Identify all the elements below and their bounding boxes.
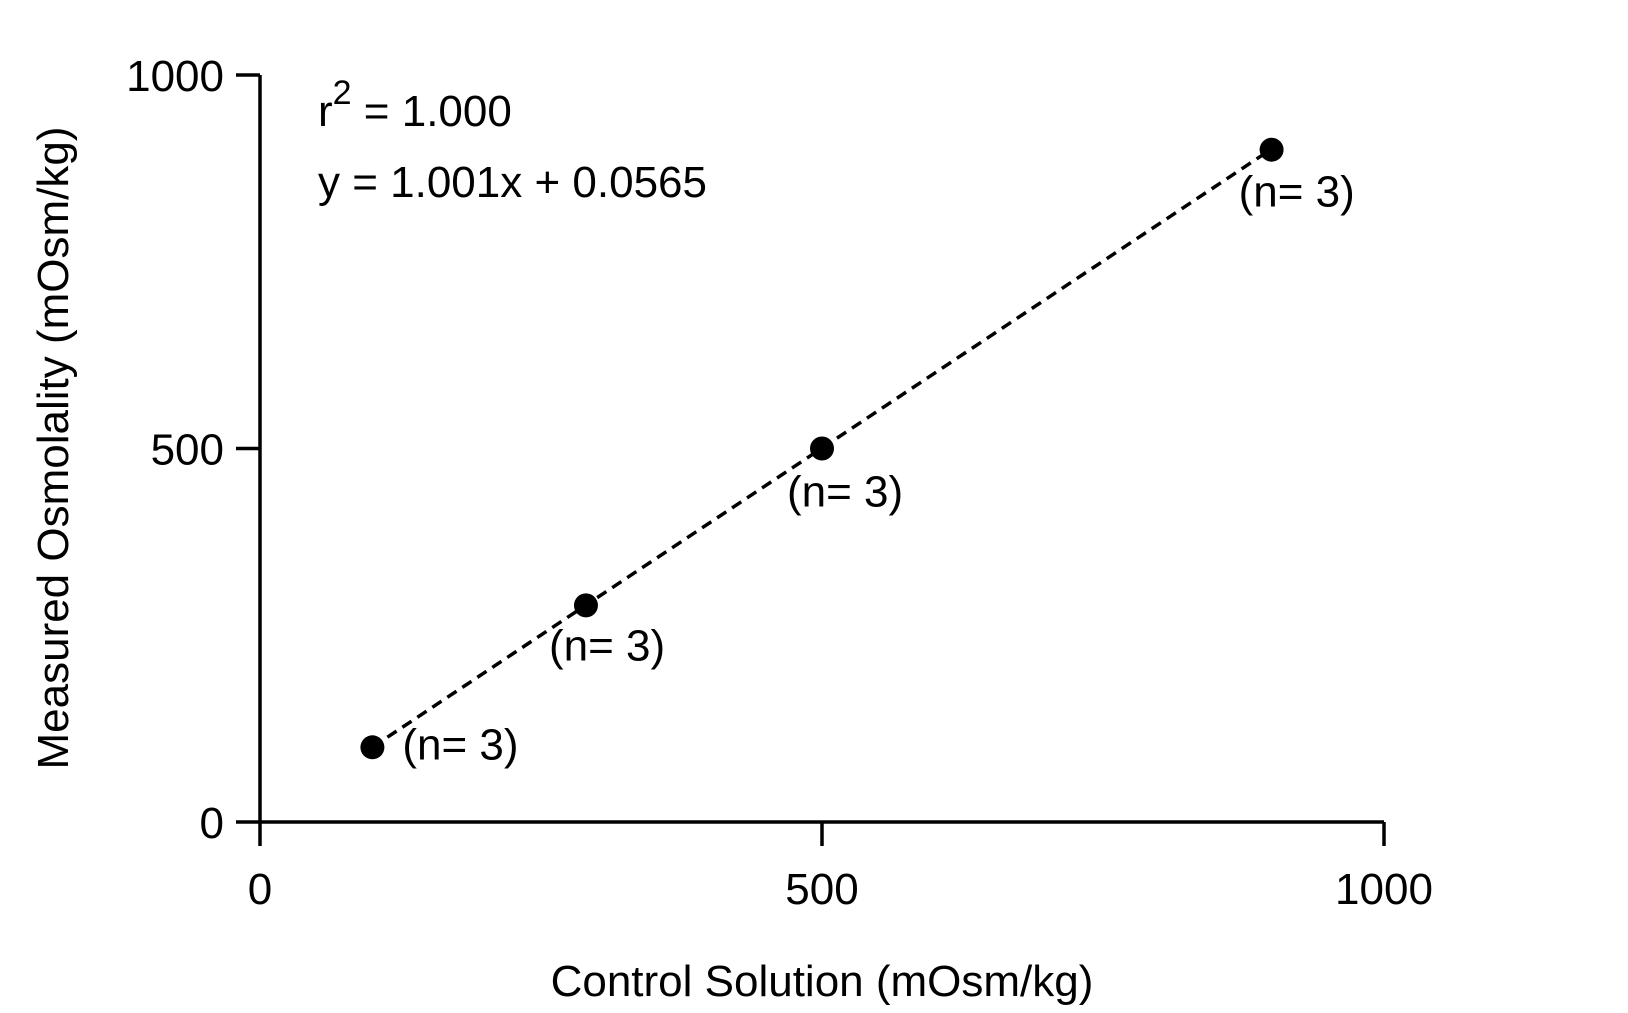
data-point: [573, 593, 598, 618]
r-squared-annotation: r2 = 1.000: [318, 74, 512, 136]
y-tick-label: 0: [200, 799, 224, 848]
points-layer: (n= 3) (n= 3) (n= 3) (n= 3): [360, 137, 1355, 769]
y-tick-label: 500: [151, 426, 224, 475]
regression-equation: y = 1.001x + 0.0565: [318, 158, 707, 207]
data-point: [810, 436, 834, 461]
r-squared-superscript: 2: [333, 74, 352, 112]
y-tick-label: 1000: [126, 52, 224, 101]
ticks: 0 500 1000 0 500 1000: [126, 52, 1433, 914]
x-tick-label: 0: [248, 865, 272, 914]
data-point: [1259, 137, 1284, 162]
data-point-label: (n= 3): [1239, 168, 1355, 217]
x-tick-label: 1000: [1335, 865, 1433, 914]
data-point-label: (n= 3): [787, 468, 903, 517]
data-point-label: (n= 3): [549, 621, 665, 670]
data-point: [360, 735, 385, 760]
r-squared-base: r: [318, 87, 333, 136]
x-tick-label: 500: [785, 865, 858, 914]
y-axis-title: Measured Osmolality (mOsm/kg): [29, 126, 78, 769]
data-point-label: (n= 3): [402, 720, 518, 769]
r-squared-value: = 1.000: [352, 87, 512, 136]
x-axis-title: Control Solution (mOsm/kg): [551, 957, 1094, 1006]
